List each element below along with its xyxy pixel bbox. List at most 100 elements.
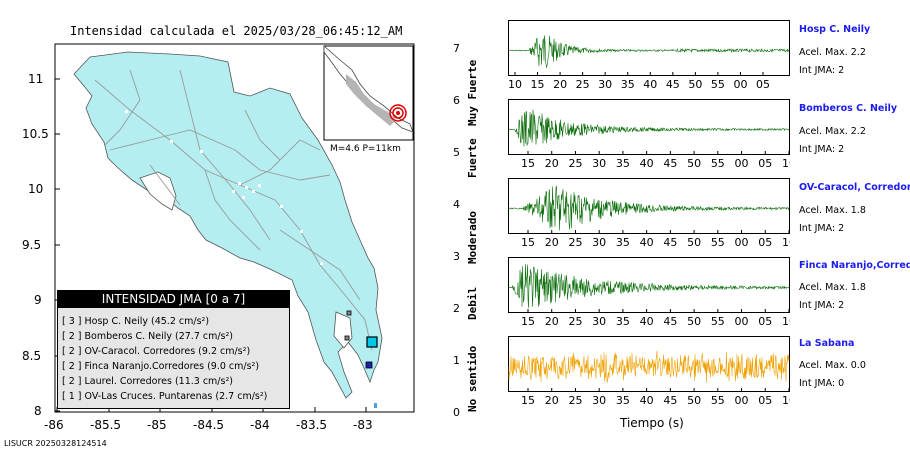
station-marker-int3 (366, 336, 378, 348)
lon-label-2: -85 (147, 418, 167, 432)
tick-label: 25 (576, 78, 590, 91)
legend-row: [ 2 ] Laurel. Corredores (11.3 cm/s²) (62, 376, 233, 387)
seismogram-box-5 (508, 336, 790, 392)
inset-map (323, 45, 414, 141)
colorbar-word-fuerte: Fuerte (466, 138, 479, 178)
tick-label: 05 (758, 394, 772, 407)
tick-label: 45 (663, 315, 677, 328)
tick-label: 00 (733, 78, 747, 91)
lon-label-4: -84 (250, 418, 270, 432)
tick-label: 30 (592, 315, 606, 328)
tick-label: 25 (568, 236, 582, 249)
station-name-1: Hosp C. Neily (799, 24, 871, 35)
legend-row: [ 3 ] Hosp C. Neily (45.2 cm/s²) (62, 316, 210, 327)
tick-label: 05 (756, 78, 770, 91)
tick-label: 00 (735, 157, 749, 170)
colorbar-tick-6: 6 (453, 94, 460, 107)
tick-label: 35 (616, 394, 630, 407)
tick-label: 40 (643, 78, 657, 91)
lat-label-4: 9 (34, 293, 42, 307)
station-name-5: La Sabana (799, 338, 855, 349)
seismogram-panels: 10 15 20 25 30 35 40 45 50 55 00 05 15 20 25 30 35 40 45 50… (508, 20, 796, 420)
station-marker-int1b (374, 403, 377, 408)
costa-rica-landmass (73, 51, 383, 399)
tick-label: 50 (687, 236, 701, 249)
tick-label: 15 (521, 394, 535, 407)
lon-label-0: -86 (44, 418, 64, 432)
tick-label: 55 (711, 236, 725, 249)
tick-label: 50 (687, 315, 701, 328)
footer-id: LISUCR 20250328124514 (4, 439, 107, 448)
tick-label: 00 (735, 236, 749, 249)
tick-label: 10 (508, 78, 522, 91)
waveform-4 (508, 263, 790, 308)
seismogram-box-1 (508, 20, 790, 76)
legend-row: [ 2 ] Finca Naranjo.Corredores (9.0 cm/s… (62, 361, 260, 372)
tick-label: 00 (735, 394, 749, 407)
tick-label: 20 (545, 236, 559, 249)
road-network (94, 69, 373, 351)
inset-land (346, 74, 396, 126)
lat-label-6: 8 (34, 404, 42, 418)
colorbar-tick-3: 3 (453, 250, 460, 263)
waveform-2 (508, 109, 790, 147)
tick-label: 05 (758, 236, 772, 249)
tick-label: 20 (545, 394, 559, 407)
legend-title: INTENSIDAD JMA [0 a 7] (58, 291, 289, 308)
tick-label: 35 (616, 236, 630, 249)
station-marker-int2b (344, 335, 350, 341)
tick-label: 15 (521, 157, 535, 170)
waveform-1 (508, 35, 790, 68)
tick-label: 20 (545, 157, 559, 170)
tick-label: 05 (758, 315, 772, 328)
tick-label: 55 (711, 157, 725, 170)
station-int-3: Int JMA: 2 (799, 223, 845, 234)
colorbar-tick-4: 4 (453, 198, 460, 211)
lon-label-3: -84.5 (193, 418, 225, 432)
lat-label-2: 10 (28, 182, 44, 196)
colorbar-word-moderado: Moderado (466, 211, 479, 264)
lon-label-1: -85.5 (90, 418, 122, 432)
station-int-2: Int JMA: 2 (799, 144, 845, 155)
tick-label: 45 (663, 236, 677, 249)
epicenter-dot (396, 111, 400, 115)
legend-row: [ 1 ] OV-Las Cruces. Puntarenas (2.7 cm/… (62, 391, 268, 402)
colorbar-tick-2: 2 (453, 302, 460, 315)
tick-label: 10 (782, 236, 790, 249)
tick-label: 15 (521, 315, 535, 328)
lon-label-6: -83 (353, 418, 373, 432)
tick-label: 50 (688, 78, 702, 91)
tick-label: 35 (616, 315, 630, 328)
colorbar-tick-5: 5 (453, 146, 460, 159)
tick-label: 05 (758, 157, 772, 170)
intensity-legend: INTENSIDAD JMA [0 a 7] [ 3 ] Hosp C. Nei… (57, 290, 290, 409)
tick-label: 35 (616, 157, 630, 170)
tick-label: 10 (782, 394, 790, 407)
colorbar-tick-0: 0 (453, 406, 460, 419)
tick-label: 50 (687, 394, 701, 407)
tick-label: 35 (621, 78, 635, 91)
station-name-2: Bomberos C. Neily (799, 103, 898, 114)
tick-label: 20 (545, 315, 559, 328)
tick-label: 15 (521, 236, 535, 249)
gulf-of-nicoya (139, 171, 177, 211)
tick-label: 45 (666, 78, 680, 91)
station-int-4: Int JMA: 2 (799, 300, 845, 311)
legend-row: [ 2 ] Bomberos C. Neily (27.7 cm/s²) (62, 331, 234, 342)
tick-label: 30 (592, 157, 606, 170)
map-title: Intensidad calculada el 2025/03/28_06:45… (70, 24, 403, 38)
tick-label: 15 (531, 78, 545, 91)
tick-label: 20 (553, 78, 567, 91)
tick-label: 45 (663, 157, 677, 170)
tick-label: 45 (663, 394, 677, 407)
waveform-5 (508, 350, 790, 383)
station-acel-2: Acel. Max. 2.2 (799, 126, 866, 137)
magnitude-depth-label: M=4.6 P=11km (330, 144, 401, 154)
tick-label: 40 (640, 157, 654, 170)
epicenter-ring-mid (392, 107, 404, 119)
tick-label: 30 (598, 78, 612, 91)
tick-label: 55 (711, 315, 725, 328)
waveform-3 (508, 185, 790, 231)
tick-label: 55 (711, 394, 725, 407)
tick-label: 10 (782, 157, 790, 170)
